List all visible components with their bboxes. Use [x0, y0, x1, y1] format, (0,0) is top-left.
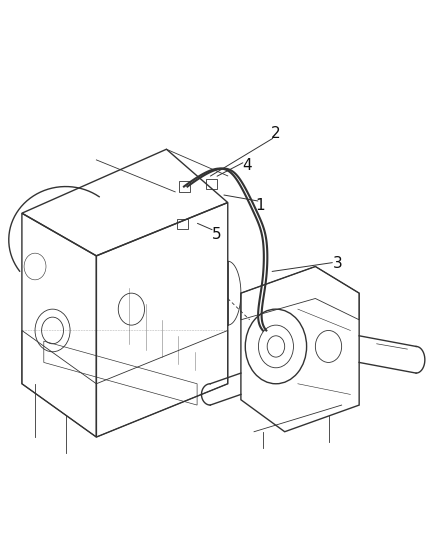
Text: 2: 2: [271, 126, 281, 141]
Text: 5: 5: [212, 227, 222, 242]
Bar: [179, 181, 190, 192]
Bar: [206, 179, 217, 189]
Text: 3: 3: [332, 256, 342, 271]
Text: 4: 4: [243, 158, 252, 173]
Bar: [177, 219, 188, 229]
Text: 1: 1: [256, 198, 265, 213]
